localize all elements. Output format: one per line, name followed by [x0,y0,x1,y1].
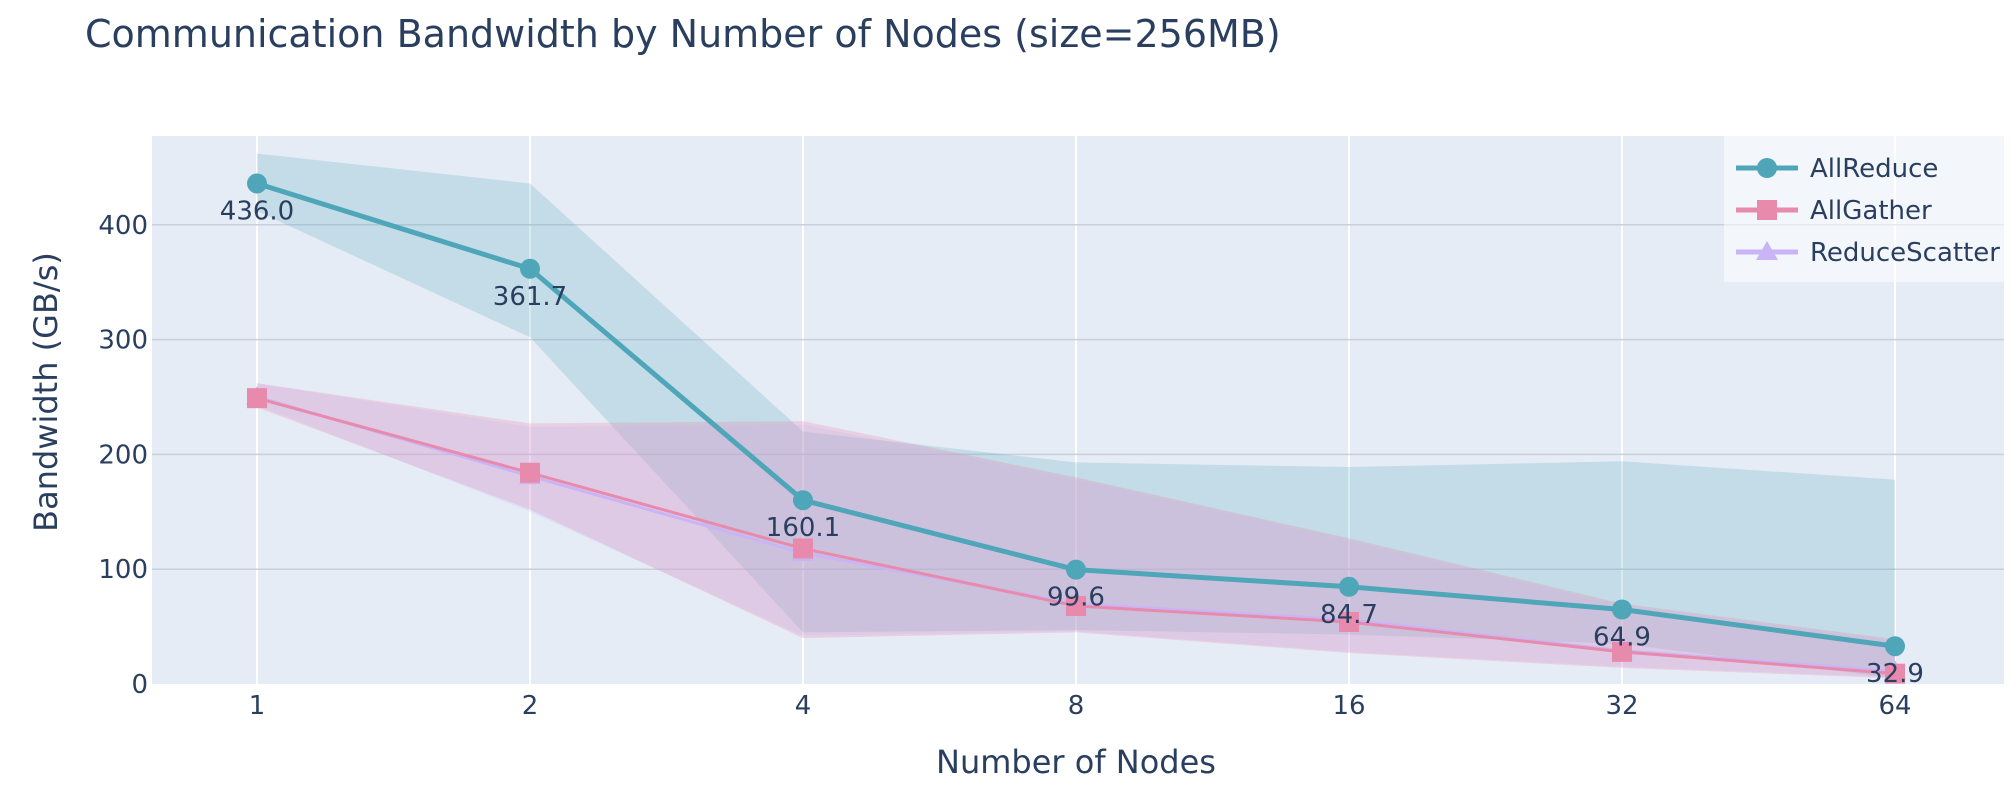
data-label: 361.7 [493,282,567,312]
marker-allreduce [1612,599,1632,620]
band-reducescatter [257,383,1895,678]
x-tick-label: 16 [1332,691,1365,721]
y-tick-label: 100 [98,555,148,585]
y-axis-title: Bandwidth (GB/s) [27,252,65,532]
y-tick-label: 200 [98,440,148,470]
y-tick-label: 400 [98,211,148,241]
x-tick-label: 4 [795,691,812,721]
x-tick-label: 64 [1878,691,1911,721]
marker-allgather [1066,595,1086,616]
marker-allreduce [1066,559,1086,580]
y-tick-label: 0 [131,670,148,700]
x-tick-label: 8 [1068,691,1085,721]
data-label: 32.9 [1866,659,1924,689]
marker-allreduce [1885,636,1905,657]
data-label: 436.0 [220,196,294,226]
legend-item-allreduce[interactable]: AllReduce [1736,154,1938,184]
marker-allreduce [520,258,540,279]
legend-marker [1756,241,1778,260]
legend-marker [1757,158,1777,178]
data-label: 99.6 [1047,583,1105,613]
series-markers [246,173,1906,684]
x-tick-label: 2 [522,691,539,721]
marker-allgather [1339,612,1359,633]
data-label: 64.9 [1593,622,1651,652]
legend[interactable]: AllReduce AllGather ReduceScatter [1724,136,2004,282]
marker-allreduce [1339,576,1359,597]
marker-allreduce [793,490,813,511]
plot-area [152,136,2004,684]
legend-item-allgather[interactable]: AllGather [1736,196,1932,226]
marker-allgather [793,538,813,559]
marker-allreduce [247,173,267,194]
marker-allgather [1612,641,1632,662]
legend-item-reducescatter[interactable]: ReduceScatter [1736,238,2000,268]
x-tick-label: 1 [249,691,266,721]
legend-label: AllGather [1810,196,1932,226]
marker-allgather [1885,663,1905,684]
marker-allgather [520,462,540,483]
legend-marker [1757,200,1777,220]
legend-label: AllReduce [1810,154,1938,184]
y-axis-ticks: 0 100 200 300 400 [98,211,148,700]
legend-label: ReduceScatter [1810,238,2000,268]
data-label: 84.7 [1320,600,1378,630]
data-label: 160.1 [766,513,840,543]
error-bands [257,153,1895,679]
band-allgather [257,383,1895,679]
band-allreduce [257,153,1895,679]
x-axis-title: Number of Nodes [936,743,1216,781]
marker-allgather [247,388,267,409]
x-tick-label: 32 [1605,691,1638,721]
chart-title: Communication Bandwidth by Number of Nod… [85,12,1281,56]
x-axis-ticks: 1 2 4 8 16 32 64 [249,691,1912,721]
y-tick-label: 300 [98,326,148,356]
data-labels: 436.0 361.7 160.1 99.6 84.7 64.9 32.9 [220,196,1924,689]
